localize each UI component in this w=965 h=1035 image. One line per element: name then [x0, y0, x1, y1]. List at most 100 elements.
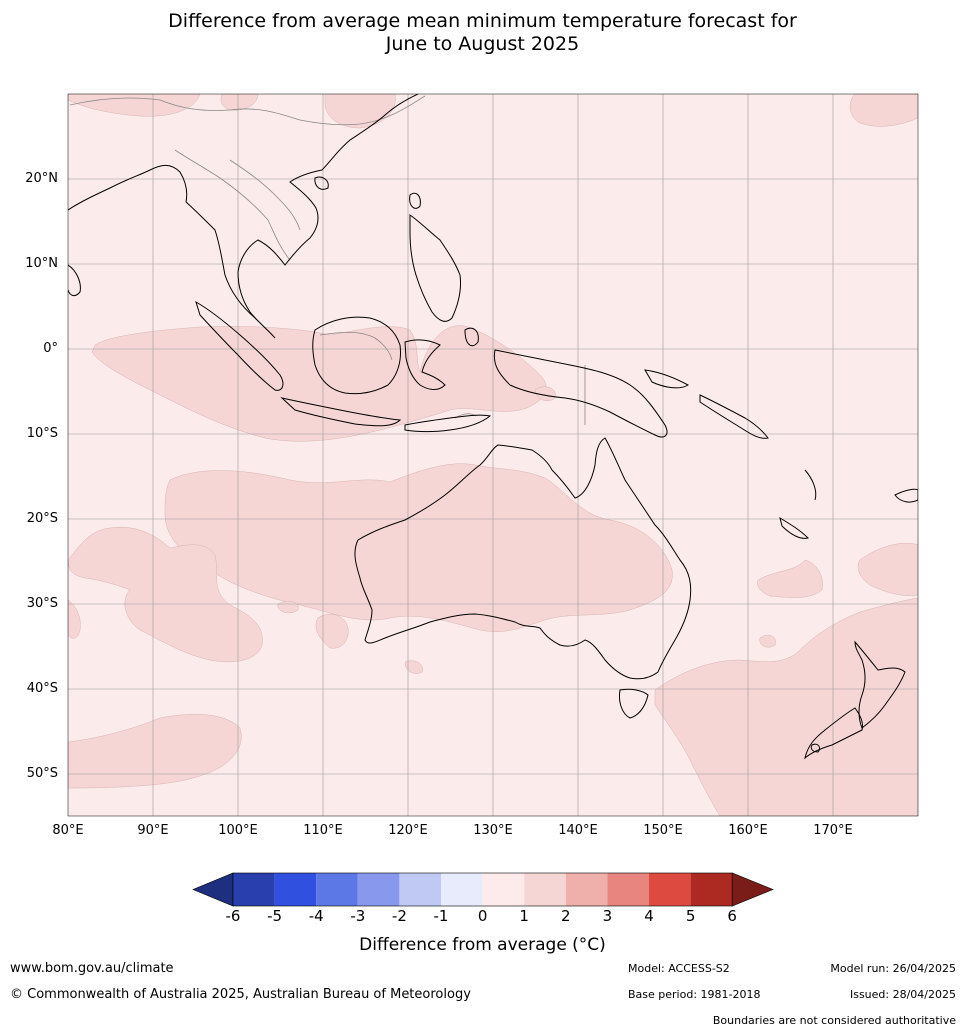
colorbar-extend-high [731, 872, 774, 907]
colorbar-tick-label: 5 [685, 907, 696, 925]
latitude-label: 50°S [26, 766, 58, 781]
title-line-1: Difference from average mean minimum tem… [168, 10, 797, 32]
anomaly-region-west-edge [68, 599, 81, 639]
colorbar-swatch [357, 873, 400, 906]
coast-sri-lanka [68, 264, 81, 297]
coast-halmahera [464, 327, 479, 347]
colorbar-swatch [399, 873, 441, 906]
coast-borneo [312, 316, 401, 395]
footer-model: Model: ACCESS-S2 [628, 962, 730, 975]
colorbar-swatch [607, 873, 649, 906]
longitude-label: 150°E [643, 823, 683, 838]
colorbar-swatch [316, 873, 358, 906]
anomaly-region-small-2 [315, 613, 349, 649]
coast-lesser-sunda [404, 414, 492, 432]
colorbar-tick-label: -2 [391, 907, 407, 925]
coast-australia [354, 437, 692, 680]
anomaly-region-east [857, 542, 918, 596]
latitude-label: 10°N [25, 256, 58, 271]
coast-fiji [894, 488, 918, 503]
graticule [68, 94, 918, 816]
colorbar-tick-label: -4 [308, 907, 324, 925]
longitude-label: 90°E [137, 823, 169, 838]
footer-disclaimer: Boundaries are not considered authoritat… [712, 1014, 956, 1027]
longitude-label: 140°E [558, 823, 598, 838]
coast-taiwan [409, 192, 421, 209]
colorbar-swatch [441, 873, 483, 906]
colorbar-tick-label: 4 [644, 907, 654, 925]
anomaly-region-equatorial [91, 325, 547, 442]
latitude-label: 30°S [26, 596, 58, 611]
footer-copyright: © Commonwealth of Australia 2025, Austra… [10, 987, 471, 1002]
longitude-label: 110°E [303, 823, 343, 838]
colorbar-tick-label: -3 [350, 907, 366, 925]
longitude-label: 160°E [728, 823, 768, 838]
anomaly-region-small-4 [759, 634, 776, 648]
longitude-label: 170°E [813, 823, 853, 838]
longitude-label: 80°E [52, 823, 84, 838]
colorbar-tick-label: 2 [561, 907, 571, 925]
footer-issued: Issued: 28/04/2025 [849, 988, 956, 1001]
latitude-label: 40°S [26, 681, 58, 696]
coast-se-asia [185, 94, 419, 339]
colorbar-tick-label: -1 [433, 907, 449, 925]
colorbar-swatch [274, 873, 317, 906]
anomaly-region-australia [164, 463, 673, 632]
latitude-label: 20°N [25, 171, 58, 186]
colorbar-tick-label: 6 [727, 907, 737, 925]
coast-india [68, 164, 188, 211]
anomaly-region-north-3 [324, 94, 396, 129]
coast-java [280, 397, 402, 427]
map-frame [67, 93, 919, 817]
title-line-2: June to August 2025 [385, 33, 580, 55]
footer-model-run: Model run: 26/04/2025 [830, 962, 956, 975]
footer-base-period: Base period: 1981-2018 [628, 988, 761, 1001]
anomaly-region-coral [757, 559, 823, 598]
coast-philippines [409, 214, 461, 322]
latitude-label: 10°S [26, 426, 58, 441]
coast-tasmania [619, 688, 649, 719]
longitude-label: 100°E [218, 823, 258, 838]
colorbar-tick-label: 0 [477, 907, 488, 925]
coast-nz-north [854, 640, 906, 729]
anomaly-shading [68, 94, 918, 816]
coast-hainan [314, 176, 329, 190]
map-title: Difference from average mean minimum tem… [0, 10, 965, 56]
coast-solomons [699, 394, 769, 439]
border-myanmar-thai [174, 149, 291, 261]
coast-new-guinea [493, 349, 668, 438]
anomaly-region-west-indian [68, 526, 263, 663]
coast-sulawesi [404, 339, 446, 390]
anomaly-region-north-4 [849, 94, 918, 127]
border-asia-north [69, 95, 426, 126]
latitude-label: 20°S [26, 511, 58, 526]
footer-url[interactable]: www.bom.gov.au/climate [10, 961, 174, 976]
colorbar-swatch [524, 873, 566, 906]
colorbar-tick-label: 1 [519, 907, 529, 925]
coast-new-caledonia [779, 516, 809, 539]
colorbar-frame [232, 872, 733, 907]
anomaly-region-tasman [654, 597, 918, 816]
colorbar-label: Difference from average (°C) [359, 935, 606, 955]
coast-nz-south [804, 707, 863, 760]
longitude-label: 130°E [473, 823, 513, 838]
latitude-label: 0° [43, 341, 58, 356]
coast-new-britain [644, 369, 689, 389]
coast-stewart [810, 743, 821, 753]
anomaly-region-pacific-small [534, 386, 556, 401]
coastlines [68, 94, 918, 760]
border-borneo [319, 331, 393, 361]
colorbar-tick-label: -5 [267, 907, 283, 925]
colorbar-swatch [690, 873, 733, 906]
colorbar-swatch [649, 873, 691, 906]
anomaly-region-small-3 [404, 660, 423, 674]
border-laos-vietnam [229, 159, 301, 231]
coast-sumatra [195, 300, 284, 391]
coast-vanuatu [804, 469, 817, 501]
colorbar-extend-low [192, 872, 234, 907]
colorbar-swatch [482, 873, 525, 906]
colorbar-tick-label: -6 [225, 907, 241, 925]
colorbar-swatch [233, 873, 275, 906]
